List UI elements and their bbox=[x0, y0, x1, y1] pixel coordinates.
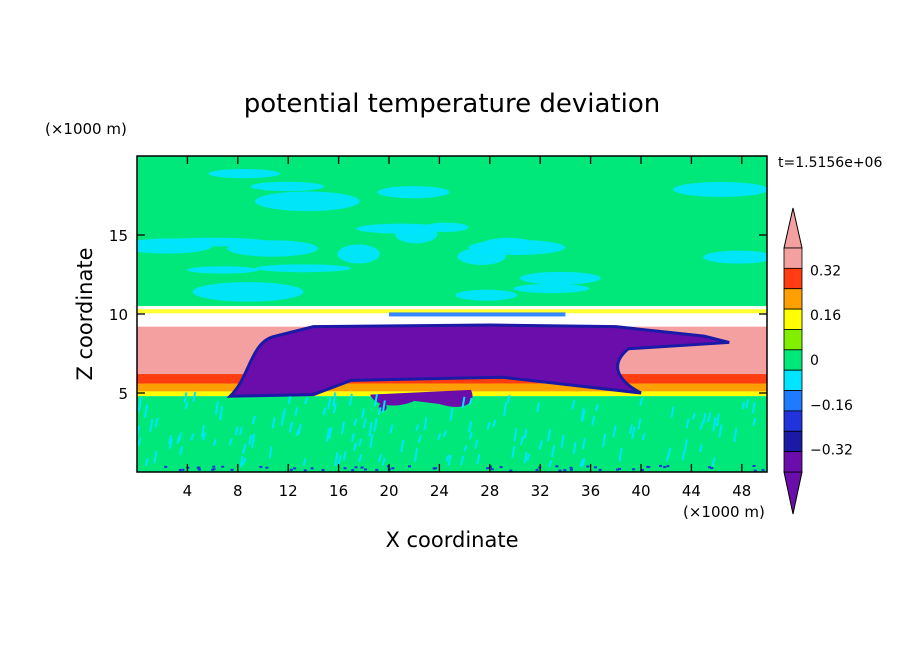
colorbar-label: −0.16 bbox=[810, 398, 853, 414]
colorbar-label: 0 bbox=[810, 353, 819, 369]
colorbar-swatch bbox=[783, 247, 803, 269]
x-tick-label: 28 bbox=[480, 482, 499, 500]
colorbar-label: 0.32 bbox=[810, 263, 841, 279]
x-tick-label: 32 bbox=[531, 482, 550, 500]
colorbar-label: −0.32 bbox=[810, 443, 853, 459]
x-tick-label: 20 bbox=[379, 482, 398, 500]
colorbar-label: 0.16 bbox=[810, 308, 841, 324]
x-tick-label: 4 bbox=[183, 482, 193, 500]
x-tick-label: 44 bbox=[682, 482, 701, 500]
colorbar-over-arrow bbox=[783, 207, 803, 249]
y-tick-label: 15 bbox=[109, 227, 128, 245]
x-unit-label: (×1000 m) bbox=[683, 503, 765, 521]
colorbar-swatch bbox=[783, 430, 803, 453]
colorbar-swatch bbox=[783, 329, 803, 351]
x-tick-label: 12 bbox=[279, 482, 298, 500]
colorbar-swatch bbox=[783, 410, 803, 432]
colorbar-swatch bbox=[783, 288, 803, 310]
y-axis-label: Z coordinate bbox=[73, 247, 97, 380]
x-tick-label: 36 bbox=[581, 482, 600, 500]
x-tick-label: 40 bbox=[631, 482, 650, 500]
field-region bbox=[137, 383, 767, 392]
colorbar-under-arrow bbox=[783, 471, 803, 515]
colorbar-swatch bbox=[783, 267, 803, 290]
time-label: t=1.5156e+06 bbox=[778, 155, 882, 171]
colorbar-swatch bbox=[783, 451, 803, 473]
chart-title: potential temperature deviation bbox=[244, 89, 660, 119]
y-unit-label: (×1000 m) bbox=[45, 120, 127, 138]
x-tick-label: 16 bbox=[329, 482, 348, 500]
field-texture bbox=[137, 309, 767, 472]
field-region bbox=[137, 168, 767, 302]
y-tick-label: 5 bbox=[118, 385, 128, 403]
x-tick-label: 8 bbox=[233, 482, 243, 500]
x-axis-label: X coordinate bbox=[385, 528, 518, 552]
field-region bbox=[230, 325, 730, 397]
colorbar: 0.32 0.16 0 −0.16 −0.32 bbox=[783, 207, 853, 515]
colorbar-swatch bbox=[783, 369, 803, 391]
field-region bbox=[370, 389, 473, 407]
y-axis: 5 10 15 bbox=[109, 227, 767, 403]
x-axis: 4 8 12 16 20 24 28 32 36 40 44 48 bbox=[183, 156, 751, 500]
x-tick-label: 24 bbox=[430, 482, 449, 500]
colorbar-swatch bbox=[783, 349, 803, 371]
colorbar-swatch bbox=[783, 308, 803, 330]
y-tick-label: 10 bbox=[109, 306, 128, 324]
x-tick-label: 48 bbox=[732, 482, 751, 500]
colorbar-swatch bbox=[783, 390, 803, 412]
